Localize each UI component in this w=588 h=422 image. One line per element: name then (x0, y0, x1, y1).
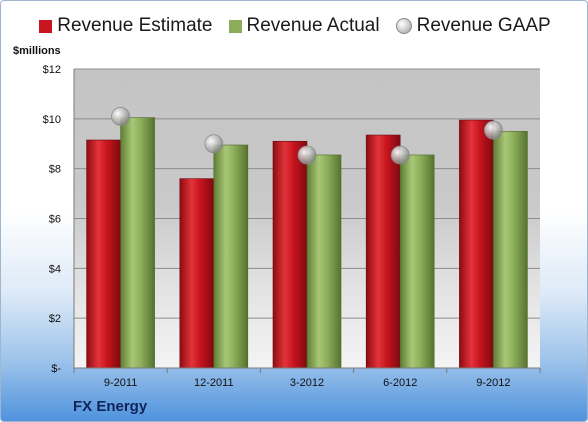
x-tick-label: 3-2012 (290, 377, 324, 389)
legend-label-gaap: Revenue GAAP (416, 15, 551, 36)
bar-revenue-estimate (179, 178, 215, 369)
marker-revenue-gaap (111, 106, 130, 126)
bar-revenue-estimate (272, 140, 308, 369)
gaap-markers (111, 106, 503, 165)
company-label: FX Energy (73, 398, 148, 415)
legend-item-actual: Revenue Actual (228, 15, 380, 37)
bar-revenue-estimate (365, 134, 401, 369)
axes: $- $2 $4 $6 $8 $10 $12 9-2011 12-2011 3-2012 6-201… (43, 64, 541, 389)
x-tick-label: 9-2011 (104, 377, 137, 389)
y-tick-label: $2 (49, 313, 61, 325)
marker-revenue-gaap (483, 120, 503, 140)
y-tick-label: $8 (49, 164, 61, 176)
legend-label-estimate: Revenue Estimate (57, 15, 213, 36)
marker-revenue-gaap (297, 145, 317, 165)
x-tick-label: 12-2011 (194, 377, 234, 389)
y-axis-unit-label: $millions (13, 45, 61, 57)
bar-revenue-estimate (86, 139, 121, 369)
y-tick-label: $- (51, 363, 61, 375)
legend-swatch-actual (228, 19, 242, 33)
bar-revenue-actual (306, 154, 342, 369)
bars (86, 117, 528, 369)
y-tick-label: $6 (49, 214, 61, 226)
bar-revenue-actual (493, 130, 528, 369)
y-tick-label: $12 (43, 64, 61, 76)
bar-revenue-actual (399, 154, 435, 369)
legend-marker-gaap (395, 18, 412, 34)
y-tick-label: $10 (43, 114, 61, 126)
legend-item-estimate: Revenue Estimate (39, 15, 213, 37)
legend: Revenue Estimate Revenue Actual Revenue … (1, 15, 587, 37)
legend-swatch-estimate (39, 19, 53, 33)
marker-revenue-gaap (204, 134, 224, 154)
legend-label-actual: Revenue Actual (246, 15, 380, 36)
bar-revenue-actual (213, 144, 249, 369)
marker-revenue-gaap (390, 145, 410, 165)
x-tick-label: 9-2012 (476, 377, 510, 389)
bar-revenue-estimate (459, 119, 494, 369)
y-tick-label: $4 (49, 263, 61, 275)
legend-item-gaap: Revenue GAAP (395, 15, 551, 37)
x-tick-label: 6-2012 (383, 377, 417, 389)
bar-revenue-actual (120, 117, 155, 369)
